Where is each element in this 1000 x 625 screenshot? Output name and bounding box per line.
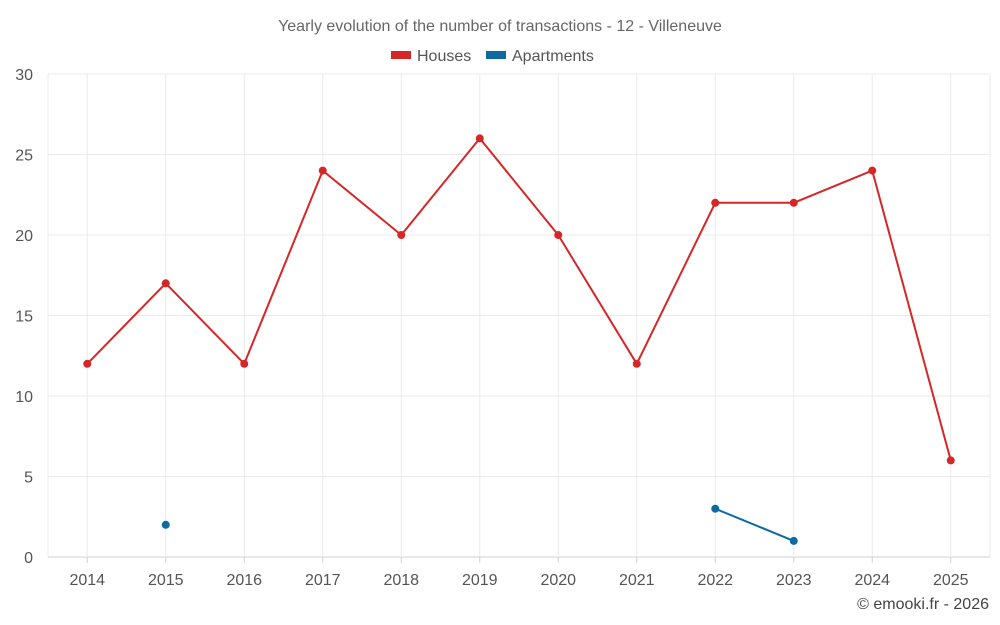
data-point[interactable] bbox=[789, 536, 798, 545]
data-point[interactable] bbox=[240, 359, 249, 368]
x-tick-label: 2023 bbox=[776, 572, 812, 589]
data-point[interactable] bbox=[946, 456, 955, 465]
x-tick-label: 2015 bbox=[148, 572, 184, 589]
data-point[interactable] bbox=[161, 279, 170, 288]
legend: Houses Apartments bbox=[391, 48, 594, 65]
data-point[interactable] bbox=[711, 198, 720, 207]
legend-swatch bbox=[391, 51, 411, 59]
y-axis-ticks: 0 5 10 15 20 25 30 bbox=[15, 67, 33, 567]
y-tick-label: 25 bbox=[15, 148, 33, 165]
series-line bbox=[86, 137, 952, 461]
x-tick-label: 2025 bbox=[933, 572, 969, 589]
data-point[interactable] bbox=[161, 520, 170, 529]
series-line bbox=[714, 507, 795, 542]
legend-swatch bbox=[486, 51, 506, 59]
data-point[interactable] bbox=[868, 166, 877, 175]
x-tick-label: 2014 bbox=[69, 572, 105, 589]
data-point[interactable] bbox=[318, 166, 327, 175]
data-point[interactable] bbox=[632, 359, 641, 368]
data-point[interactable] bbox=[475, 134, 484, 143]
credit-text: © emooki.fr - 2026 bbox=[857, 596, 989, 613]
x-tick-label: 2019 bbox=[462, 572, 498, 589]
y-tick-label: 20 bbox=[15, 228, 33, 245]
y-tick-label: 15 bbox=[15, 309, 33, 326]
y-tick-label: 0 bbox=[24, 550, 33, 567]
x-tick-label: 2018 bbox=[383, 572, 419, 589]
y-tick-label: 5 bbox=[24, 470, 33, 487]
chart-title: Yearly evolution of the number of transa… bbox=[278, 18, 722, 35]
x-tick-label: 2022 bbox=[697, 572, 733, 589]
data-point[interactable] bbox=[554, 231, 563, 239]
series-apartments bbox=[161, 504, 798, 545]
x-tick-label: 2016 bbox=[226, 572, 262, 589]
x-tick-label: 2024 bbox=[854, 572, 890, 589]
y-tick-label: 30 bbox=[15, 67, 33, 84]
x-axis-ticks: 2014 2015 2016 2017 2018 2019 2020 2021 2022 2023… bbox=[69, 557, 969, 589]
data-point[interactable] bbox=[83, 359, 92, 368]
y-tick-label: 10 bbox=[15, 389, 33, 406]
x-tick-label: 2017 bbox=[305, 572, 341, 589]
legend-label[interactable]: Houses bbox=[417, 48, 471, 65]
series-houses bbox=[83, 134, 955, 465]
series-layer bbox=[83, 134, 955, 545]
data-point[interactable] bbox=[789, 198, 798, 207]
legend-label[interactable]: Apartments bbox=[512, 48, 594, 65]
data-point[interactable] bbox=[711, 504, 720, 513]
gridlines bbox=[47, 73, 991, 558]
x-tick-label: 2021 bbox=[619, 572, 655, 589]
data-point[interactable] bbox=[397, 231, 406, 239]
x-tick-label: 2020 bbox=[540, 572, 576, 589]
